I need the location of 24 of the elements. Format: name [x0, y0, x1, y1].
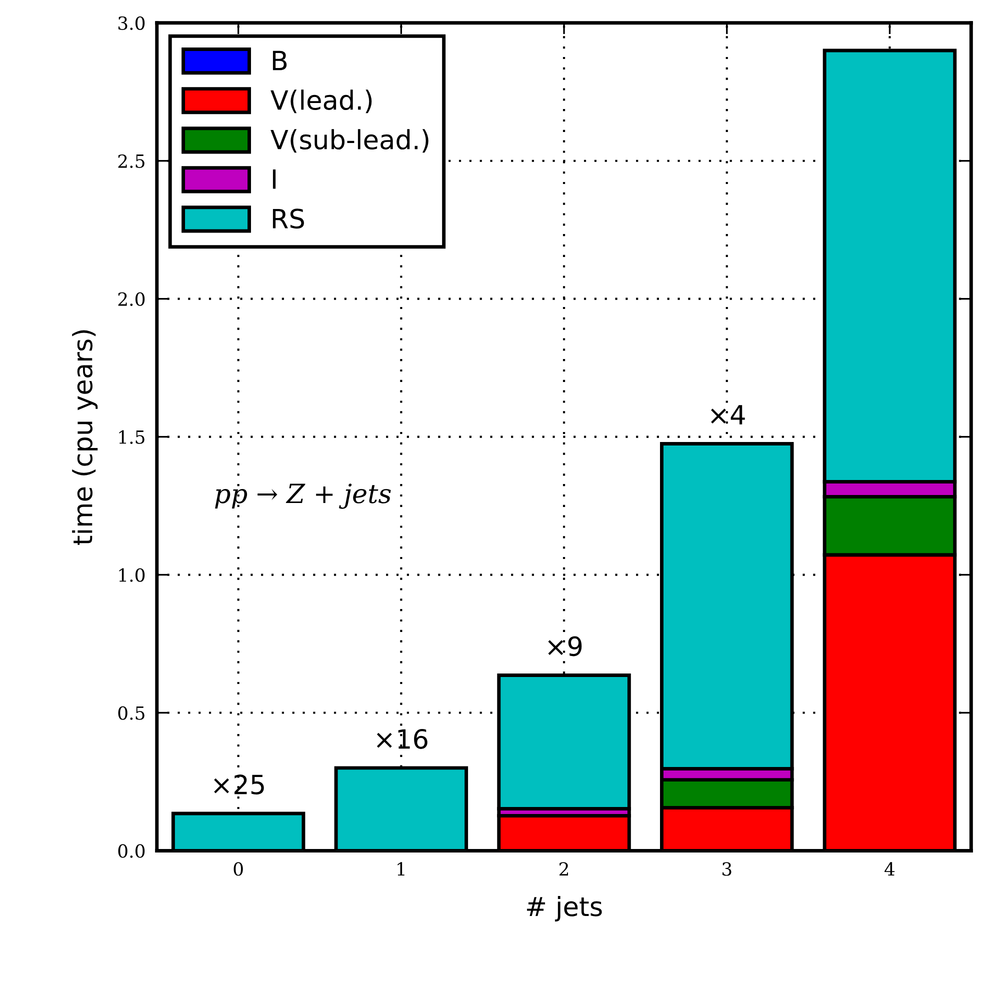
y-tick-label: 1.0	[119, 568, 145, 582]
y-tick-label: 0.5	[118, 706, 144, 720]
annotation: ×25	[214, 774, 264, 794]
legend-label: RS	[272, 208, 304, 229]
y-tick-label: 1.5	[119, 430, 144, 444]
x-tick-label: 2	[560, 862, 568, 876]
y-tick-label: 3.0	[118, 16, 145, 30]
x-tick-label: 1	[398, 862, 404, 876]
x-tick-label: 4	[884, 862, 895, 876]
y-tick-label: 0.0	[118, 844, 145, 858]
x-tick-label: 3	[722, 862, 732, 876]
y-tick-label: 2.0	[118, 292, 145, 306]
legend-label: B	[272, 50, 287, 70]
annotation: ×4	[711, 405, 745, 424]
x-axis-title: # jets	[526, 896, 602, 922]
y-axis-title: time (cpu years)	[72, 330, 98, 545]
legend-label: V(sub-lead.)	[270, 129, 428, 153]
legend-label: I	[272, 169, 276, 189]
y-tick-label: 2.5	[118, 154, 144, 168]
x-tick-label: 0	[234, 862, 243, 876]
annotation: pp → Z + jets	[215, 484, 391, 509]
annotation: ×16	[376, 728, 428, 749]
legend-label: V(lead.)	[270, 90, 372, 114]
annotation: ×9	[548, 636, 582, 656]
